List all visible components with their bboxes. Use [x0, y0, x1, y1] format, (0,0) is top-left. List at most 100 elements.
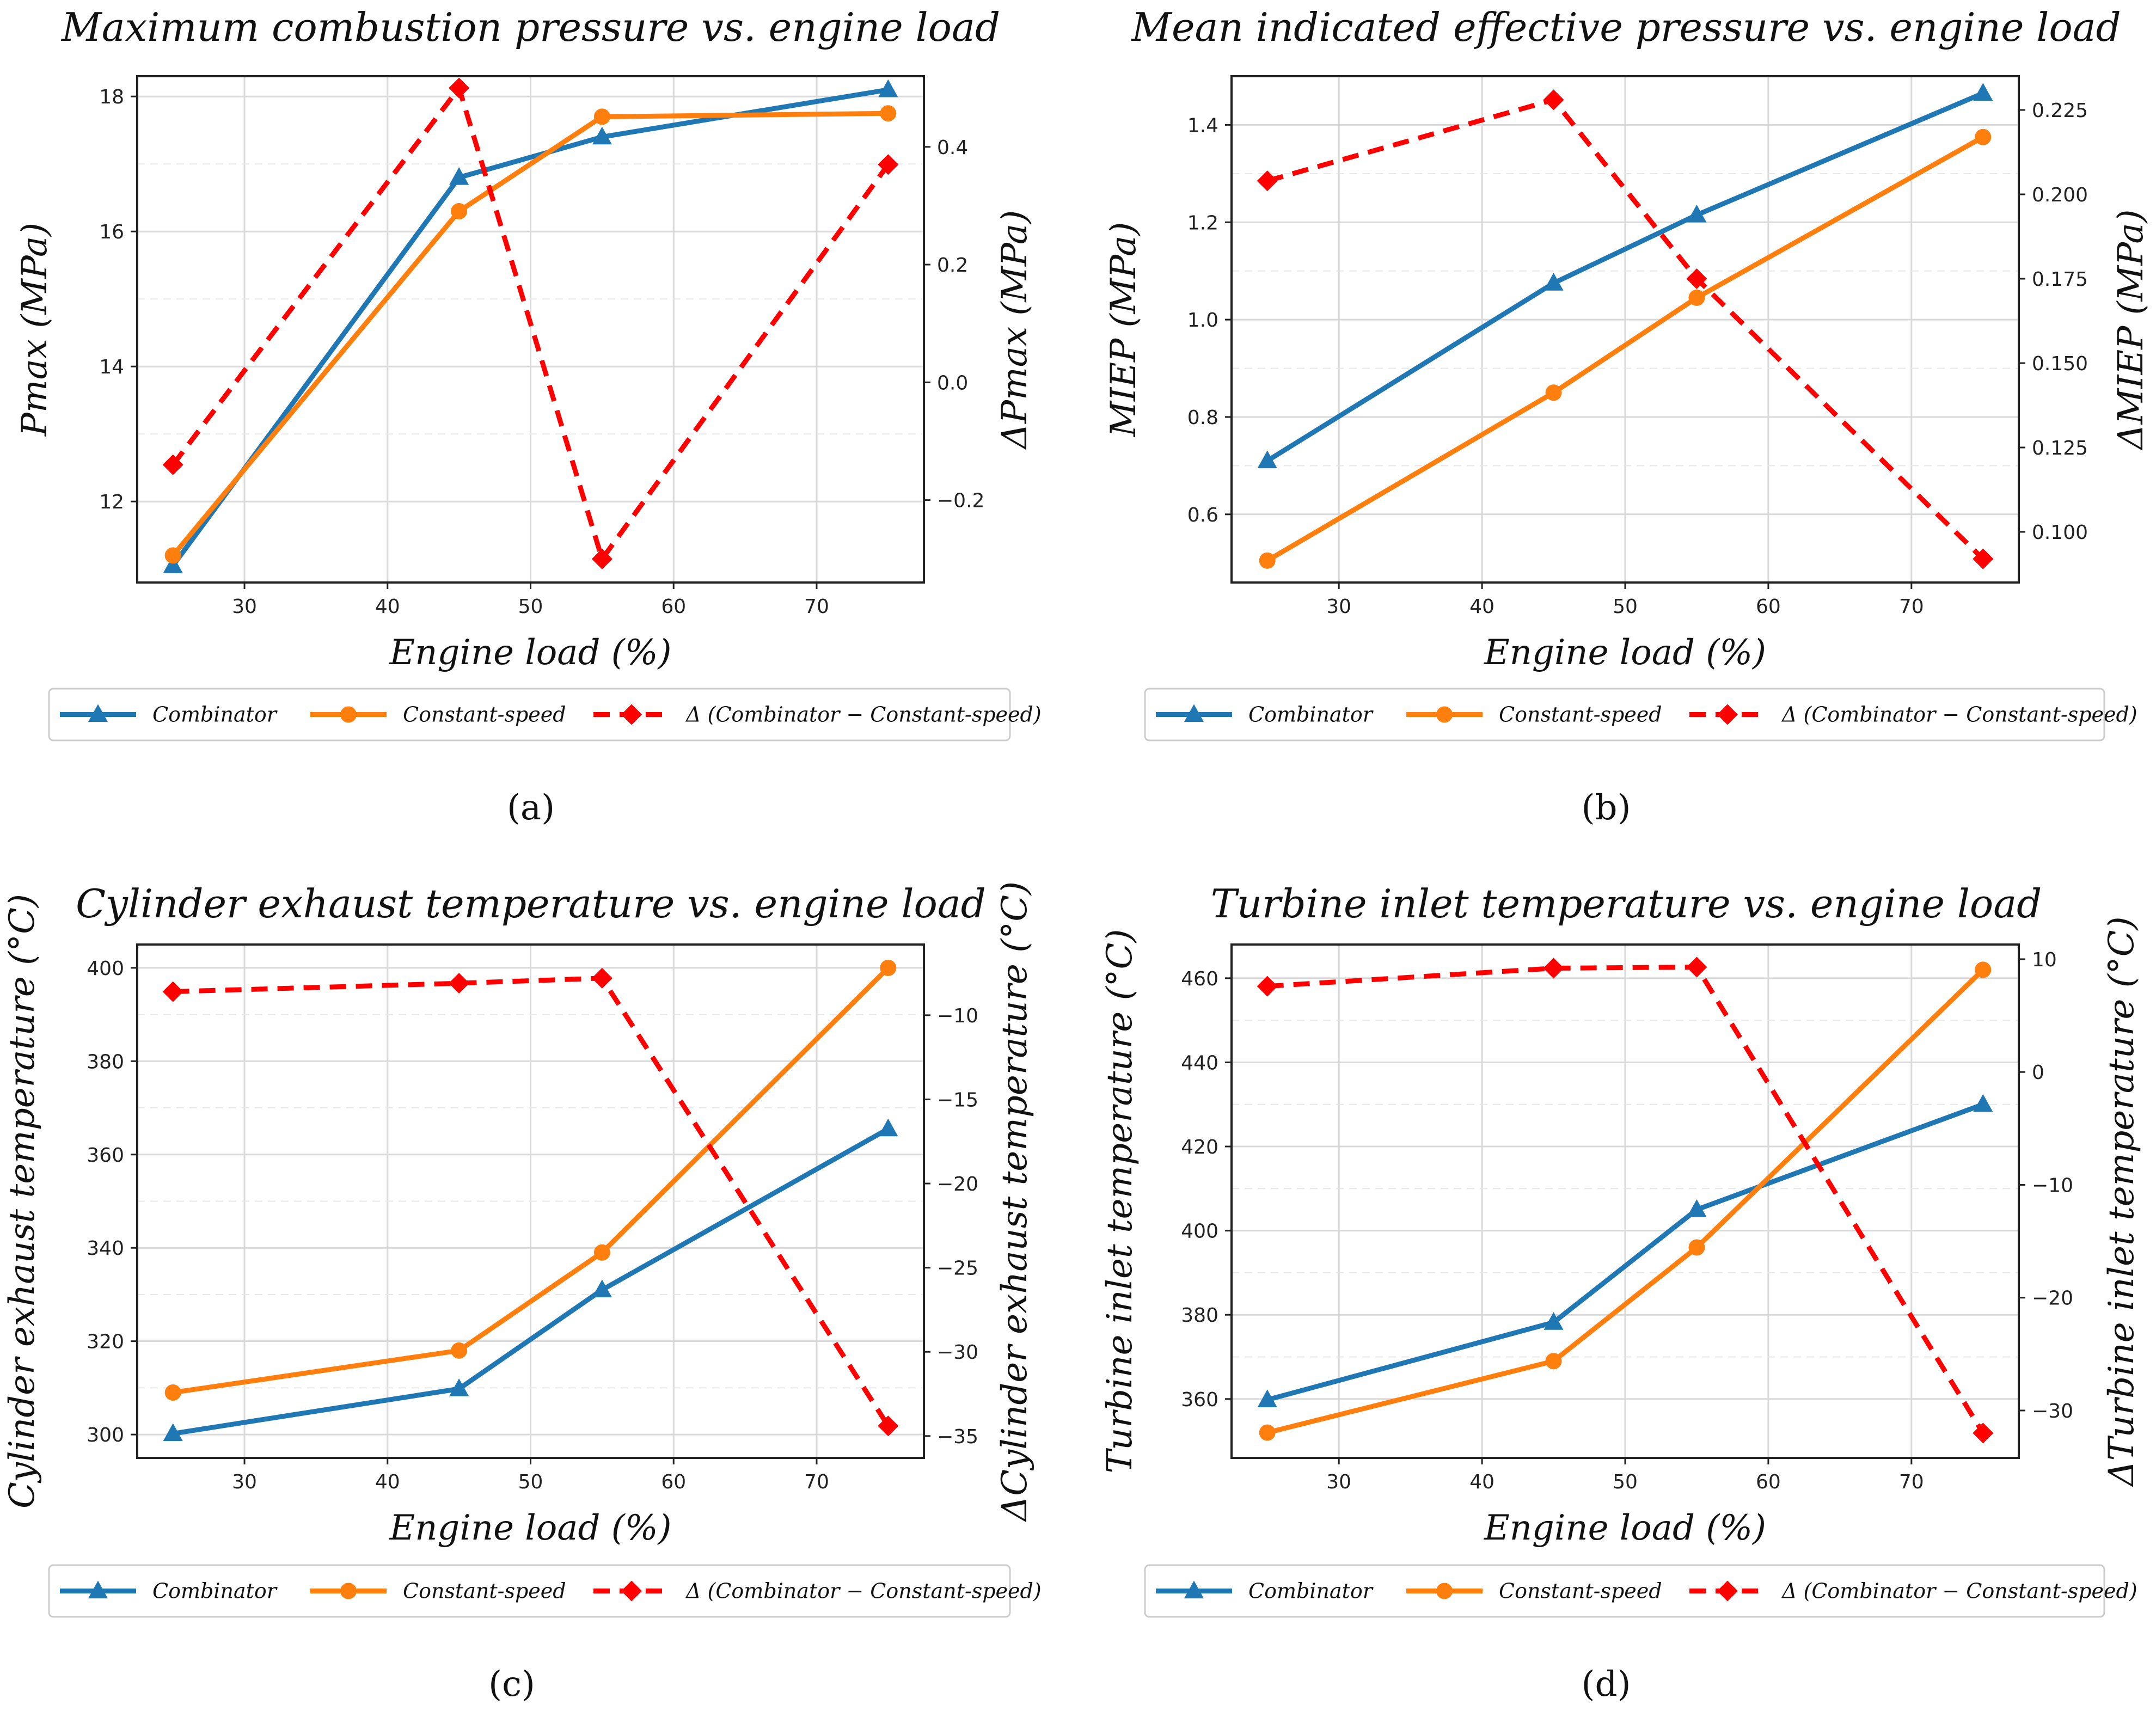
- combinator-point: [449, 167, 469, 185]
- legend-box: [1144, 688, 2105, 741]
- x-axis-label: Engine load (%): [1484, 633, 1766, 673]
- series-combinator: [163, 1118, 898, 1442]
- delta-point: [1257, 976, 1278, 997]
- combinator-point: [449, 1378, 469, 1396]
- chart-title: Mean indicated effective pressure vs. en…: [1130, 4, 2121, 50]
- series-delta: [162, 967, 899, 1437]
- legend-box: [48, 688, 1011, 741]
- delta-point: [591, 548, 612, 569]
- chart-panel-1: 30 40 50 60 70 12 14 16 18 −0.2 0.0 0.2 0.4 Maximum c…: [15, 4, 1042, 741]
- y2-tick-label: 0.125: [2032, 437, 2088, 459]
- series-combinator: [1257, 83, 1993, 469]
- y-tick-label: 400: [1181, 1221, 1218, 1243]
- x-tick-label: 50: [518, 1471, 543, 1493]
- x-tick-label: 30: [232, 1471, 257, 1493]
- legend-constant-speed-label: Constant-speed: [1499, 703, 1662, 727]
- x-tick-label: 70: [804, 596, 829, 618]
- y2-tick-label: −30: [937, 1341, 978, 1364]
- constant-speed-point: [593, 108, 610, 125]
- series-constant-speed: [164, 105, 897, 564]
- delta-point: [162, 454, 183, 475]
- constant-speed-line: [173, 966, 890, 1395]
- x-tick-label: 70: [1899, 596, 1924, 618]
- legend-constant-speed-marker: [1436, 1583, 1453, 1599]
- delta-point: [1973, 1422, 1994, 1444]
- delta-point: [878, 154, 899, 175]
- legend-constant-speed-marker: [340, 1583, 357, 1599]
- constant-speed-point: [880, 959, 897, 976]
- y2-tick-label: 10: [2032, 949, 2057, 971]
- combinator-point: [1973, 83, 1993, 101]
- y-tick-label: 16: [99, 221, 124, 243]
- y-tick-label: 320: [87, 1331, 124, 1353]
- y-tick-label: 420: [1181, 1136, 1218, 1158]
- y-tick-label: 460: [1181, 968, 1218, 990]
- constant-speed-line: [1266, 968, 1985, 1435]
- panel-label: (c): [488, 1664, 535, 1704]
- combinator-point: [878, 1118, 898, 1137]
- y2-tick-label: −25: [937, 1258, 978, 1280]
- legend: Combinator Constant-speed Δ (Combinator − …: [48, 688, 1042, 741]
- y-axis-label: Turbine inlet temperature (°C): [1100, 929, 1140, 1474]
- y-tick-label: 12: [99, 491, 124, 513]
- legend: Combinator Constant-speed Δ (Combinator − …: [1144, 688, 2137, 741]
- legend-constant-speed-label: Constant-speed: [403, 703, 566, 727]
- constant-speed-point: [1975, 128, 1992, 145]
- delta-point: [1543, 89, 1564, 111]
- legend-constant-speed-marker: [340, 706, 357, 723]
- chart-panel-2: 30 40 50 60 70 0.6 0.8 1.0 1.2 1.4 0.100 0.125 0.150…: [1104, 4, 2151, 741]
- legend-combinator-marker: [88, 704, 108, 722]
- combinator-line: [172, 1126, 890, 1436]
- legend-delta-marker: [621, 704, 642, 725]
- x-tick-label: 60: [1756, 596, 1781, 618]
- y-axis-label: Pmax (MPa): [15, 223, 55, 437]
- y2-tick-label: 0.175: [2032, 268, 2088, 291]
- legend: Combinator Constant-speed Δ (Combinator − …: [48, 1564, 1042, 1618]
- y-tick-label: 14: [99, 356, 124, 378]
- delta-line: [171, 85, 890, 562]
- y2-tick-label: −20: [2032, 1287, 2073, 1310]
- legend-combinator-marker: [1184, 1580, 1204, 1599]
- legend-combinator-label: Combinator: [1248, 1579, 1374, 1603]
- y-tick-label: 1.2: [1187, 212, 1218, 234]
- y2-axis-label: ΔTurbine inlet temperature (°C): [2102, 916, 2142, 1487]
- combinator-point: [163, 1423, 183, 1442]
- constant-speed-point: [880, 105, 897, 122]
- chart-title: Turbine inlet temperature vs. engine loa…: [1211, 881, 2042, 927]
- y-tick-label: 340: [87, 1237, 124, 1260]
- combinator-point: [1687, 1199, 1707, 1217]
- legend-box: [48, 1564, 1011, 1618]
- legend-constant-speed-marker: [1436, 706, 1453, 723]
- chart-title: Maximum combustion pressure vs. engine l…: [60, 4, 1000, 50]
- y2-axis-label: ΔPmax (MPa): [995, 210, 1035, 450]
- x-tick-label: 30: [1326, 1471, 1351, 1493]
- delta-point: [1257, 170, 1278, 192]
- series-constant-speed: [1259, 961, 1992, 1441]
- delta-line: [1267, 964, 1986, 1434]
- series-delta: [162, 77, 899, 569]
- series-constant-speed: [164, 959, 897, 1401]
- x-tick-label: 50: [518, 596, 543, 618]
- x-tick-label: 70: [804, 1471, 829, 1493]
- y2-tick-label: 0.2: [937, 254, 968, 277]
- delta-point: [878, 1415, 899, 1437]
- x-tick-label: 40: [375, 596, 400, 618]
- y-tick-label: 300: [87, 1424, 124, 1446]
- delta-point: [449, 973, 470, 994]
- panel-label: (b): [1582, 788, 1631, 828]
- y2-tick-label: −0.2: [937, 490, 984, 512]
- y-axis-label: MIEP (MPa): [1104, 222, 1144, 438]
- combinator-point: [592, 126, 612, 145]
- legend-combinator-label: Combinator: [152, 1579, 278, 1603]
- y-tick-label: 0.6: [1187, 504, 1218, 526]
- y-tick-label: 400: [87, 958, 124, 980]
- constant-speed-point: [451, 203, 468, 219]
- legend-combinator-marker: [1184, 704, 1204, 722]
- combinator-point: [1257, 1389, 1277, 1408]
- delta-point: [1686, 268, 1707, 289]
- constant-speed-point: [1545, 384, 1562, 401]
- legend: Combinator Constant-speed Δ (Combinator − …: [1144, 1564, 2137, 1618]
- combinator-point: [878, 79, 898, 97]
- y2-tick-label: −10: [937, 1005, 978, 1027]
- constant-speed-point: [164, 547, 181, 564]
